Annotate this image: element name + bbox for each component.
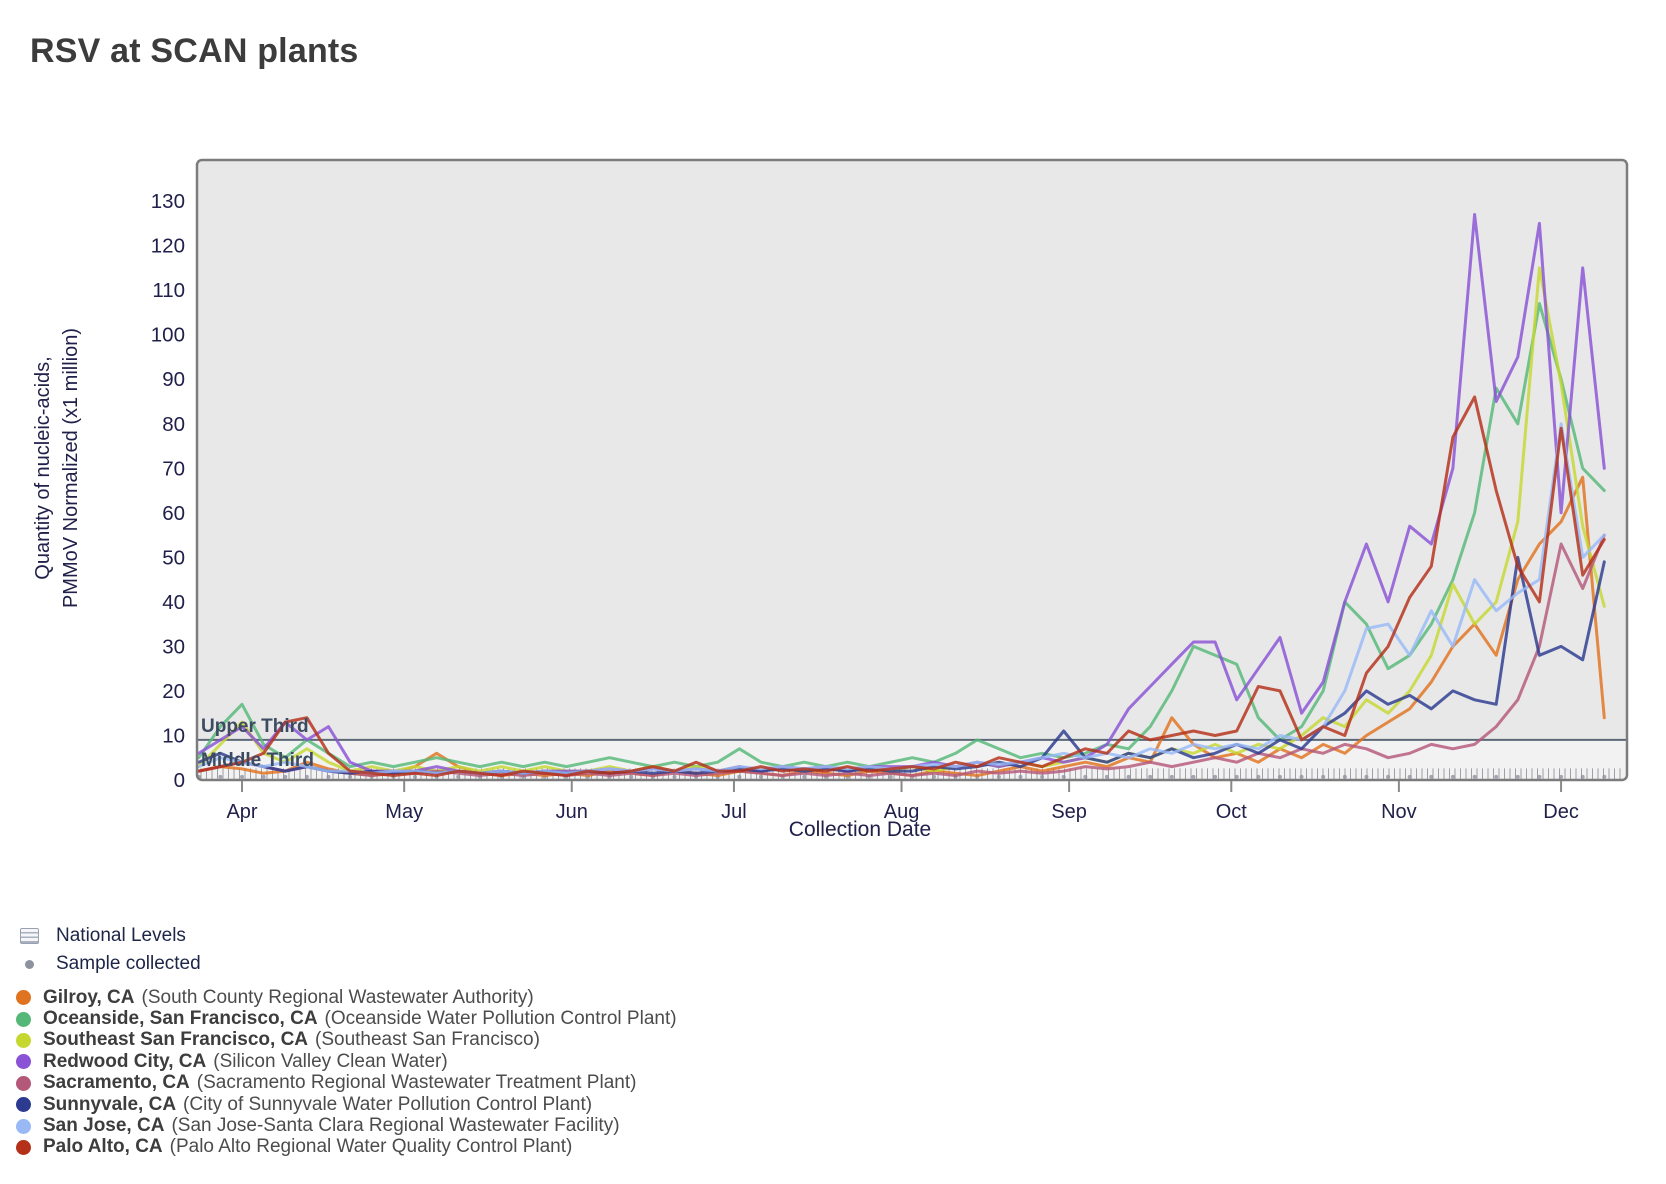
legend-plant-name: (Palo Alto Regional Water Quality Contro… (169, 1136, 573, 1158)
legend-dot-gilroy-ca (16, 990, 31, 1006)
y-tick-label-120: 120 (151, 235, 185, 258)
legend-plant-name: (Southeast San Francisco) (315, 1029, 540, 1051)
y-axis: 0 10 20 30 40 50 60 70 80 90 100 110 120 130 (151, 190, 185, 792)
legend-city-name: Southeast San Francisco, CA (43, 1029, 309, 1051)
y-tick-label-90: 90 (162, 368, 185, 391)
legend-plant-name: (Silicon Valley Clean Water) (213, 1050, 448, 1072)
legend-city-list: Gilroy, CA (South County Regional Wastewa… (10, 987, 677, 1158)
sample-collected-dot-icon (25, 959, 34, 969)
rsv-line-chart[interactable]: Apr May Jun Jul Aug Sep Oct Nov Dec 0 10 20 30 40 50 60… (0, 0, 1666, 870)
page-title: RSV at SCAN plants (30, 32, 359, 70)
x-tick-label-may: May (385, 801, 423, 823)
y-tick-label-20: 20 (162, 680, 185, 703)
y-tick-label-70: 70 (162, 457, 185, 480)
legend-item-southeast-san-francisco-ca[interactable]: Southeast San Francisco, CA (Southeast Sa… (10, 1029, 677, 1051)
x-tick-label-aug: Aug (884, 801, 920, 823)
national-levels-hatch-icon (20, 928, 39, 944)
series-line-oceanside-san-francisco-ca[interactable] (197, 302, 1606, 769)
x-tick-label-sep: Sep (1051, 801, 1087, 823)
y-tick-label-40: 40 (162, 591, 185, 614)
y-tick-label-100: 100 (151, 324, 185, 347)
legend-dot-southeast-san-francisco-ca (16, 1032, 31, 1048)
x-tick-label-nov: Nov (1381, 801, 1417, 823)
legend-national-levels: National Levels (10, 922, 677, 950)
legend-plant-name: (Oceanside Water Pollution Control Plant… (324, 1008, 677, 1030)
x-axis: Apr May Jun Jul Aug Sep Oct Nov Dec (226, 781, 1579, 823)
x-tick-label-jun: Jun (556, 801, 588, 823)
y-tick-label-130: 130 (151, 190, 185, 213)
legend-city-name: Sacramento, CA (43, 1072, 190, 1094)
plot-border (195, 158, 1629, 782)
x-tick-label-dec: Dec (1543, 801, 1579, 823)
legend-city-name: Oceanside, San Francisco, CA (43, 1008, 318, 1030)
legend-plant-name: (South County Regional Wastewater Author… (141, 986, 534, 1008)
legend-item-san-jose-ca[interactable]: San Jose, CA (San Jose-Santa Clara Region… (10, 1115, 677, 1136)
national-levels-label: National Levels (56, 925, 186, 946)
sample-collected-dots (196, 774, 1607, 779)
legend-dot-sacramento-ca (16, 1075, 31, 1091)
x-tick-label-oct: Oct (1216, 801, 1248, 823)
legend-dot-redwood-city-ca (16, 1054, 31, 1070)
legend-sample-collected: Sample collected (10, 950, 677, 978)
y-tick-label-30: 30 (162, 635, 185, 658)
legend-city-name: Sunnyvale, CA (43, 1093, 177, 1115)
legend-item-sunnyvale-ca[interactable]: Sunnyvale, CA (City of Sunnyvale Water Po… (10, 1094, 677, 1115)
series-line-palo-alto-ca[interactable] (197, 395, 1606, 777)
legend-city-name: Palo Alto, CA (43, 1136, 163, 1158)
legend: National Levels Sample collected Gilroy,… (10, 922, 677, 1158)
x-tick-label-apr: Apr (226, 801, 257, 823)
legend-item-oceanside-san-francisco-ca[interactable]: Oceanside, San Francisco, CA (Oceanside W… (10, 1008, 677, 1029)
legend-plant-name: (San Jose-Santa Clara Regional Wastewate… (171, 1115, 620, 1137)
y-axis-title-line2: PMMoV Normalized (x1 million) (60, 327, 82, 609)
legend-dot-san-jose-ca (16, 1118, 31, 1134)
legend-dot-sunnyvale-ca (16, 1097, 31, 1113)
y-tick-label-50: 50 (162, 546, 185, 569)
y-tick-label-110: 110 (152, 279, 185, 302)
legend-dot-oceanside-san-francisco-ca (16, 1011, 31, 1027)
y-axis-title: Quantity of nucleic-acids, PMMoV Normali… (29, 328, 85, 608)
y-tick-label-0: 0 (174, 769, 185, 792)
upper-third-label: Upper Third (201, 716, 309, 737)
legend-item-palo-alto-ca[interactable]: Palo Alto, CA (Palo Alto Regional Water Q… (10, 1136, 677, 1158)
x-tick-label-jul: Jul (721, 801, 747, 823)
legend-item-redwood-city-ca[interactable]: Redwood City, CA (Silicon Valley Clean Wa… (10, 1051, 677, 1072)
legend-dot-palo-alto-ca (16, 1139, 31, 1155)
y-tick-label-80: 80 (162, 413, 185, 436)
y-axis-title-line1: Quantity of nucleic-acids, (32, 356, 54, 580)
legend-plant-name: (City of Sunnyvale Water Pollution Contr… (183, 1093, 593, 1115)
legend-city-name: Gilroy, CA (43, 986, 135, 1008)
legend-plant-name: (Sacramento Regional Wastewater Treatmen… (196, 1072, 637, 1094)
middle-third-label: Middle Third (201, 750, 314, 771)
sample-collected-label: Sample collected (56, 953, 201, 974)
y-tick-label-10: 10 (162, 724, 185, 747)
legend-item-sacramento-ca[interactable]: Sacramento, CA (Sacramento Regional Waste… (10, 1072, 677, 1094)
y-tick-label-60: 60 (162, 502, 185, 525)
x-axis-title: Collection Date (788, 818, 932, 841)
legend-item-gilroy-ca[interactable]: Gilroy, CA (South County Regional Wastewa… (10, 987, 677, 1008)
legend-city-name: Redwood City, CA (43, 1050, 207, 1072)
legend-city-name: San Jose, CA (43, 1115, 165, 1137)
